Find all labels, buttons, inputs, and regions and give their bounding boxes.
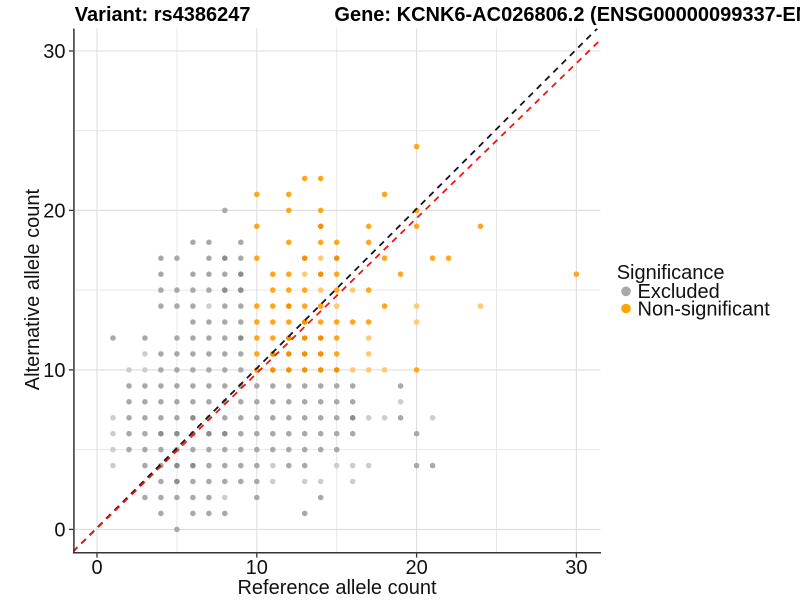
svg-text:30: 30 xyxy=(565,557,587,579)
svg-text:20: 20 xyxy=(405,557,427,579)
svg-text:Variant: rs4386247: Variant: rs4386247 xyxy=(75,4,251,26)
svg-text:10: 10 xyxy=(246,557,268,579)
svg-text:Significance: Significance xyxy=(617,262,725,284)
svg-text:Reference allele count: Reference allele count xyxy=(237,577,436,599)
svg-text:10: 10 xyxy=(43,360,65,382)
svg-text:0: 0 xyxy=(54,520,65,542)
svg-text:Excluded: Excluded xyxy=(638,281,720,303)
svg-text:Alternative allele count: Alternative allele count xyxy=(22,189,44,391)
svg-text:0: 0 xyxy=(91,557,102,579)
svg-text:20: 20 xyxy=(43,201,65,223)
svg-text:Gene: KCNK6-AC026806.2 (ENSG00: Gene: KCNK6-AC026806.2 (ENSG00000099337-… xyxy=(334,4,800,26)
svg-text:Non-significant: Non-significant xyxy=(638,299,771,321)
svg-text:30: 30 xyxy=(43,41,65,63)
